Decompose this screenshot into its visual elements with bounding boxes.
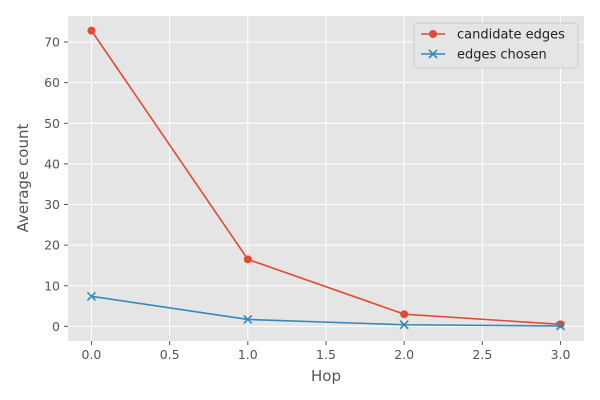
x-tick-label: 1.0 bbox=[238, 347, 258, 362]
y-tick-label: 0 bbox=[52, 319, 60, 334]
y-axis-ticks: 0 10 20 30 40 50 60 70 bbox=[44, 35, 68, 334]
legend: candidate edges edges chosen bbox=[413, 22, 579, 69]
series-candidate-edges bbox=[87, 26, 565, 329]
series-edges-chosen bbox=[86, 291, 566, 331]
data-point bbox=[556, 320, 565, 329]
y-tick-label: 30 bbox=[44, 197, 60, 212]
legend-label: edges chosen bbox=[457, 48, 547, 63]
legend-label: candidate edges bbox=[457, 28, 565, 43]
y-tick-label: 50 bbox=[44, 116, 60, 131]
x-tick-label: 0.0 bbox=[82, 347, 102, 362]
data-point bbox=[400, 310, 409, 319]
legend-box bbox=[413, 22, 579, 69]
x-tick-label: 2.0 bbox=[394, 347, 414, 362]
y-tick-label: 40 bbox=[44, 156, 60, 171]
series-line bbox=[90, 30, 561, 326]
legend-item: candidate edges bbox=[421, 28, 565, 43]
x-tick-label: 3.0 bbox=[551, 347, 571, 362]
y-tick-label: 60 bbox=[44, 75, 60, 90]
x-tick-label: 1.5 bbox=[316, 347, 336, 362]
data-point bbox=[243, 314, 253, 325]
x-tick-label: 2.5 bbox=[472, 347, 492, 362]
y-tick-label: 70 bbox=[44, 35, 60, 50]
x-axis-label: Hop bbox=[311, 367, 341, 385]
y-tick-label: 20 bbox=[44, 238, 60, 253]
y-axis-label: Average count bbox=[14, 124, 32, 233]
y-tick-label: 10 bbox=[44, 278, 60, 293]
series-group bbox=[86, 26, 566, 331]
data-point bbox=[399, 320, 409, 330]
data-point bbox=[86, 291, 97, 301]
series-line bbox=[91, 295, 561, 327]
legend-item: edges chosen bbox=[421, 48, 547, 63]
x-axis-ticks: 0.0 0.5 1.0 1.5 2.0 2.5 3.0 bbox=[82, 341, 571, 362]
legend-marker bbox=[428, 49, 438, 59]
data-point bbox=[243, 255, 252, 264]
legend-marker bbox=[429, 30, 437, 38]
x-tick-label: 0.5 bbox=[160, 347, 180, 362]
data-point bbox=[555, 321, 566, 331]
data-point bbox=[87, 26, 96, 35]
